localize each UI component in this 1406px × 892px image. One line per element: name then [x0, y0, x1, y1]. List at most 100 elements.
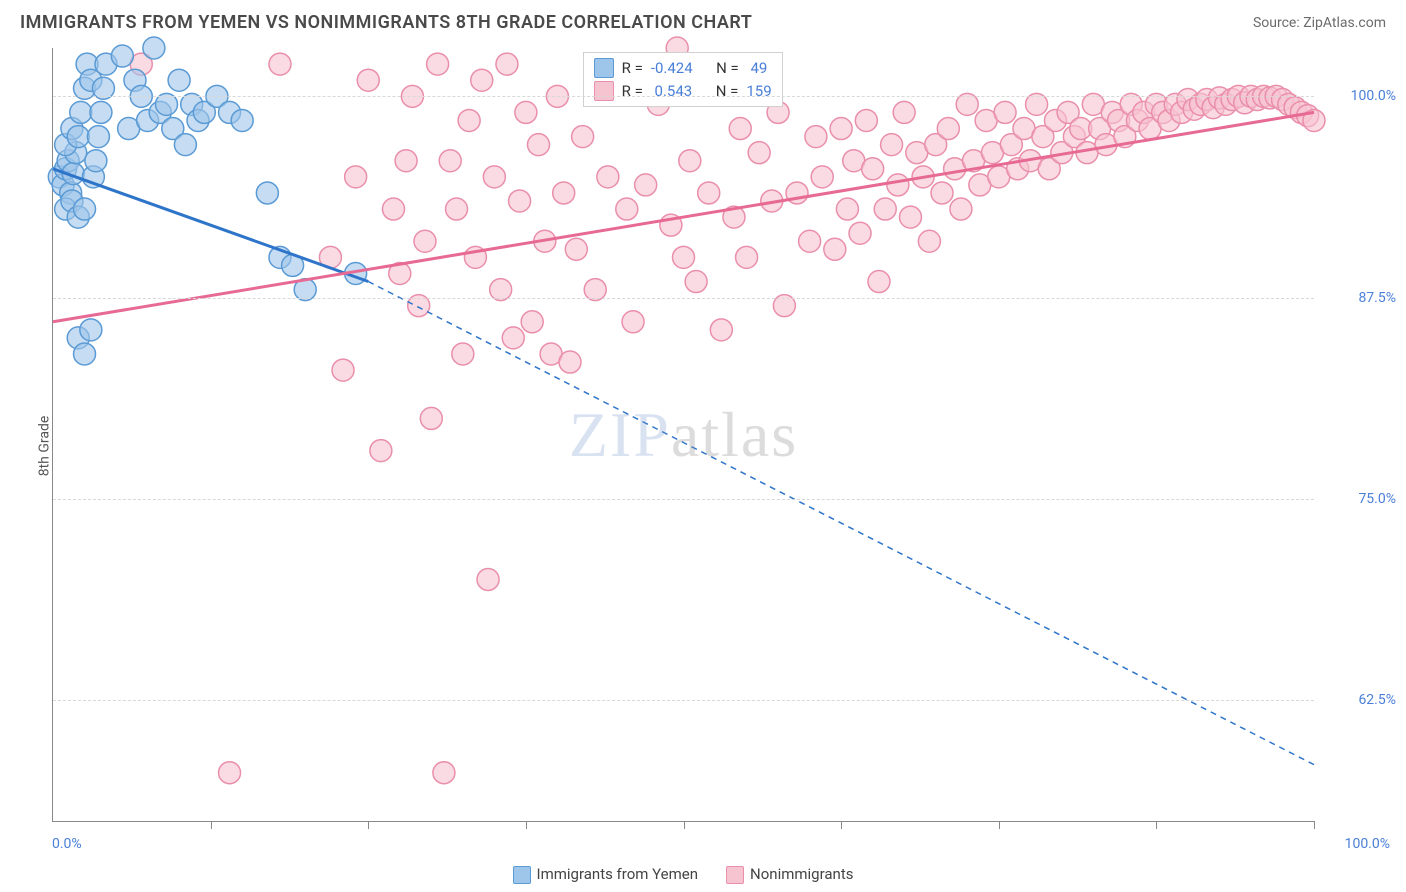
pink-marker	[382, 198, 404, 220]
pink-marker	[881, 134, 903, 156]
x-tick	[526, 821, 527, 829]
x-tick	[1314, 821, 1315, 829]
chart-header: IMMIGRANTS FROM YEMEN VS NONIMMIGRANTS 8…	[0, 0, 1406, 41]
pink-swatch-icon	[594, 81, 614, 101]
pink-marker	[679, 150, 701, 172]
pink-marker	[553, 182, 575, 204]
pink-marker	[219, 762, 241, 784]
scatter-svg	[53, 48, 1314, 821]
pink-marker	[483, 166, 505, 188]
pink-marker	[332, 359, 354, 381]
blue-legend-swatch-icon	[513, 866, 531, 884]
pink-marker	[685, 271, 707, 293]
blue-marker	[74, 198, 96, 220]
blue-trendline-dashed	[368, 282, 1314, 765]
pink-marker	[452, 343, 474, 365]
x-tick	[211, 821, 212, 829]
pink-marker	[622, 311, 644, 333]
pink-marker	[616, 198, 638, 220]
blue-marker	[90, 101, 112, 123]
pink-marker	[710, 319, 732, 341]
pink-marker	[811, 166, 833, 188]
pink-marker	[572, 126, 594, 148]
pink-marker	[597, 166, 619, 188]
blue-marker	[168, 69, 190, 91]
pink-marker	[824, 238, 846, 260]
x-axis-legend: Immigrants from Yemen Nonimmigrants	[52, 865, 1314, 884]
pink-marker	[899, 206, 921, 228]
pink-marker	[748, 142, 770, 164]
pink-marker	[862, 158, 884, 180]
pink-marker	[918, 230, 940, 252]
pink-trendline	[53, 112, 1314, 321]
pink-marker	[698, 182, 720, 204]
y-tick-label: 75.0%	[1358, 491, 1396, 507]
pink-marker	[395, 150, 417, 172]
pink-marker	[836, 198, 858, 220]
pink-marker	[931, 182, 953, 204]
pink-marker	[635, 174, 657, 196]
pink-marker	[420, 407, 442, 429]
blue-marker	[143, 37, 165, 59]
pink-marker	[729, 118, 751, 140]
pink-marker	[830, 118, 852, 140]
pink-marker	[950, 198, 972, 220]
y-tick-label: 100.0%	[1351, 88, 1396, 104]
pink-marker	[874, 198, 896, 220]
pink-marker	[868, 271, 890, 293]
pink-marker	[446, 198, 468, 220]
correlation-stats-box: R = -0.424 N = 49 R = 0.543 N = 159	[583, 52, 783, 107]
gridline	[53, 298, 1314, 299]
pink-marker	[458, 109, 480, 131]
pink-marker	[805, 126, 827, 148]
x-tick	[841, 821, 842, 829]
blue-marker	[80, 319, 102, 341]
pink-marker	[433, 762, 455, 784]
pink-legend-swatch-icon	[726, 866, 744, 884]
pink-marker	[994, 101, 1016, 123]
gridline	[53, 96, 1314, 97]
pink-marker	[559, 351, 581, 373]
blue-marker	[111, 45, 133, 67]
legend-item-blue: Immigrants from Yemen	[513, 865, 699, 884]
blue-marker	[74, 343, 96, 365]
pink-marker	[849, 222, 871, 244]
pink-marker	[439, 150, 461, 172]
pink-marker	[565, 238, 587, 260]
blue-marker	[67, 126, 89, 148]
x-axis-max-label: 100.0%	[1345, 836, 1390, 852]
pink-marker	[855, 109, 877, 131]
x-axis-min-label: 0.0%	[52, 836, 82, 852]
x-tick	[368, 821, 369, 829]
pink-marker	[502, 327, 524, 349]
pink-marker	[496, 53, 518, 75]
pink-marker	[521, 311, 543, 333]
pink-marker	[414, 230, 436, 252]
pink-marker	[471, 69, 493, 91]
y-axis-label: 8th Grade	[36, 416, 52, 477]
x-tick	[684, 821, 685, 829]
pink-marker	[345, 166, 367, 188]
pink-marker	[736, 246, 758, 268]
y-tick-label: 62.5%	[1358, 692, 1396, 708]
blue-marker	[174, 134, 196, 156]
plot-area: ZIPatlas R = -0.424 N = 49 R = 0.543 N =…	[52, 48, 1314, 822]
pink-marker	[515, 101, 537, 123]
pink-marker	[509, 190, 531, 212]
legend-item-pink: Nonimmigrants	[726, 865, 853, 884]
pink-marker	[370, 440, 392, 462]
pink-marker	[269, 53, 291, 75]
chart-title: IMMIGRANTS FROM YEMEN VS NONIMMIGRANTS 8…	[20, 12, 752, 33]
blue-marker	[87, 126, 109, 148]
stats-row-pink: R = 0.543 N = 159	[594, 80, 772, 103]
blue-marker	[85, 150, 107, 172]
pink-marker	[937, 118, 959, 140]
pink-marker	[357, 69, 379, 91]
pink-marker	[477, 568, 499, 590]
blue-marker	[70, 101, 92, 123]
blue-marker	[231, 109, 253, 131]
pink-marker	[893, 101, 915, 123]
x-tick	[999, 821, 1000, 829]
gridline	[53, 499, 1314, 500]
pink-marker	[887, 174, 909, 196]
